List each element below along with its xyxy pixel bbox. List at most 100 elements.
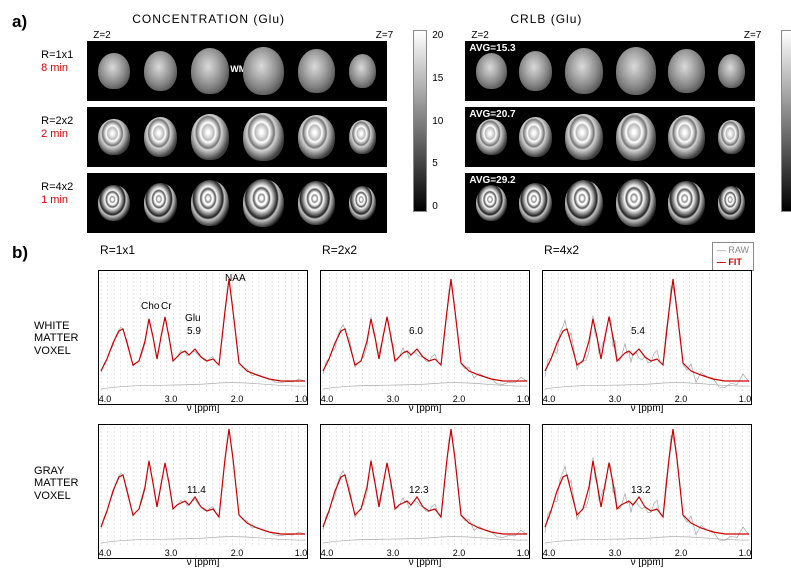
brain-row: WM⟷GM [87,41,387,101]
brain-row: AVG=20.7 [465,107,755,167]
brain-slice [565,114,604,160]
brain-slice [191,48,230,94]
brain-slice [565,180,604,226]
glu-value-label: 12.3 [409,485,428,496]
panel-a-label: a) [12,12,27,32]
svg-text:4.0: 4.0 [543,394,555,404]
brain-slice [191,114,230,160]
brain-slice [718,54,746,89]
concentration-column: CONCENTRATION (Glu) Z=2 Z=7 WM⟷GM [87,12,399,233]
z-labels-right: Z=2 Z=7 [465,30,767,41]
spec-plot-wrap: 4.03.02.01.012.3ν [ppm] [320,424,530,568]
spectra-grid: R=1x14.03.02.01.05.9ChoCrGluNAAν [ppm]4.… [98,243,752,568]
brain-slice [718,186,746,221]
brain-slice [349,186,377,221]
spec-plot: 4.03.02.01.05.4 [542,270,752,405]
brain-slice [243,113,283,161]
brain-slice [668,49,705,93]
colorbar-conc-ticks: 20151050 [432,30,443,212]
brain-slice [616,47,656,95]
svg-text:2.0: 2.0 [675,548,688,558]
svg-text:1.0: 1.0 [295,394,307,404]
svg-text:2.0: 2.0 [453,394,466,404]
svg-text:2.0: 2.0 [453,548,466,558]
spec-plot-wrap: 4.03.02.01.011.4ν [ppm] [98,424,308,568]
panel-a: a) R=1x1 8 min R=2x2 2 min R=4x2 1 min C… [12,12,779,233]
brain-slice [476,185,507,222]
brain-slice [519,51,552,91]
brain-slice [476,53,507,90]
spec-plot: 4.03.02.01.05.9ChoCrGluNAA [98,270,308,405]
panel-b-label: b) [12,243,28,263]
glu-value-label: 5.4 [631,326,645,337]
svg-text:1.0: 1.0 [295,548,307,558]
glu-value-label: 6.0 [409,326,423,337]
brain-slice [98,185,129,222]
spec-plot-wrap: 4.03.02.01.013.2ν [ppm] [542,424,752,568]
svg-text:2.0: 2.0 [231,394,244,404]
svg-text:3.0: 3.0 [387,548,400,558]
crlb-brain-grid: AVG=15.3AVG=20.7AVG=29.2 [465,41,767,233]
brain-row: AVG=15.3 [465,41,755,101]
row-label-0: R=1x1 8 min [41,32,73,92]
z-labels-left: Z=2 Z=7 [87,30,399,41]
spec-plot-wrap: 4.03.02.01.05.9ChoCrGluNAAν [ppm] [98,270,308,414]
brain-slice [349,54,377,89]
brain-slice [668,115,705,159]
colorbar-conc: 20151050 [413,30,443,212]
svg-text:4.0: 4.0 [321,394,333,404]
crlb-title: CRLB (Glu) [510,12,767,26]
spec-col-title: R=2x2 [322,243,530,257]
brain-row: AVG=29.2 [465,173,755,233]
brain-slice [243,47,283,95]
brain-slice [519,183,552,223]
svg-text:2.0: 2.0 [231,548,244,558]
svg-text:3.0: 3.0 [609,548,622,558]
svg-text:4.0: 4.0 [321,548,333,558]
spec-rowlabel-gm: GRAYMATTERVOXEL [34,416,92,551]
brain-slice [298,49,335,93]
colorbar-crlb-bar [781,30,791,212]
colorbar-crlb: 5037.52512.50 [781,30,791,212]
svg-text:3.0: 3.0 [609,394,622,404]
brain-row [87,173,387,233]
svg-text:3.0: 3.0 [387,394,400,404]
spec-column: R=4x2— RAW— FIT4.03.02.01.05.4ν [ppm]4.0… [542,243,752,568]
svg-text:3.0: 3.0 [165,548,178,558]
spec-plot-wrap: — RAW— FIT4.03.02.01.05.4ν [ppm] [542,270,752,414]
brain-slice [144,51,177,91]
brain-row [87,107,387,167]
figure-root: a) R=1x1 8 min R=2x2 2 min R=4x2 1 min C… [12,12,779,568]
svg-text:1.0: 1.0 [739,548,751,558]
brain-slice [476,119,507,156]
spec-col-title: R=1x1 [100,243,308,257]
svg-text:4.0: 4.0 [99,394,111,404]
glu-value-label: 13.2 [631,485,650,496]
svg-text:1.0: 1.0 [517,548,529,558]
row-label-2: R=4x2 1 min [41,164,73,224]
brain-slice [616,113,656,161]
spec-plot: 4.0 3.0 2.0 1.0 11.4 [98,424,308,559]
panel-a-row-labels: R=1x1 8 min R=2x2 2 min R=4x2 1 min [41,32,73,230]
legend: — RAW— FIT [712,242,754,271]
svg-text:4.0: 4.0 [99,548,111,558]
brain-slice [668,181,705,225]
spec-column: R=2x24.03.02.01.06.0ν [ppm]4.03.02.01.01… [320,243,530,568]
peak-label-cho: Cho [141,301,159,312]
spec-plot: 4.03.02.01.06.0 [320,270,530,405]
brain-slice [144,117,177,157]
spec-plot: 4.03.02.01.013.2 [542,424,752,559]
brain-slice [243,179,283,227]
spec-plot-wrap: 4.03.02.01.06.0ν [ppm] [320,270,530,414]
brain-slice [298,181,335,225]
brain-slice [98,119,129,156]
conc-brain-grid: WM⟷GM [87,41,399,233]
concentration-title: CONCENTRATION (Glu) [132,12,399,26]
spec-plot: 4.0 3.0 2.0 1.0 12.3 [320,424,530,559]
spec-rowlabel-wm: WHITEMATTERVOXEL [34,271,92,406]
glu-value-label: 11.4 [187,485,206,496]
brain-slice [191,180,230,226]
brain-slice [616,179,656,227]
crlb-column: CRLB (Glu) Z=2 Z=7 AVG=15.3AVG=20.7AVG=2… [465,12,767,233]
svg-text:1.0: 1.0 [739,394,751,404]
